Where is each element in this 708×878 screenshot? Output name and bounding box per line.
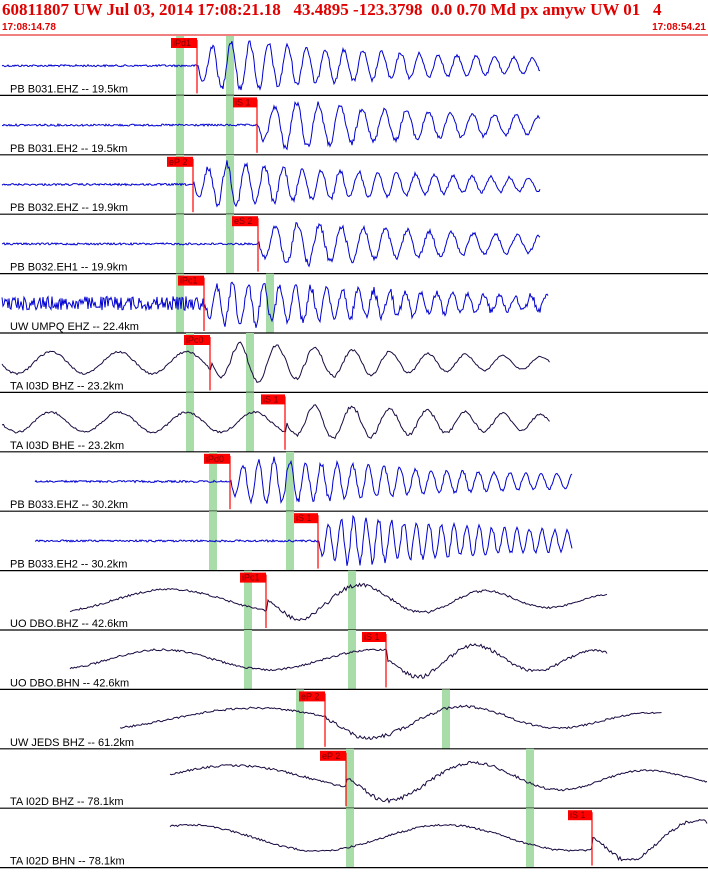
pick-label: iS 1 (263, 394, 279, 404)
trace-label: UW UMPQ EHZ -- 22.4km (10, 321, 139, 333)
pick-box (167, 156, 193, 167)
pick-box (233, 97, 257, 108)
pick-box (294, 513, 318, 524)
waveform (69, 643, 608, 679)
trace-label: UO DBO.BHN -- 42.6km (10, 677, 129, 689)
pick-box (178, 275, 204, 286)
pick-label: eS 2 (234, 216, 253, 226)
phase-marker (226, 154, 234, 215)
trace-label: TA I02D BHZ -- 78.1km (10, 796, 124, 808)
trace-label: PB B033.EHZ -- 30.2km (10, 499, 128, 511)
pick-label: iPd1 (173, 38, 191, 48)
phase-marker (286, 451, 294, 512)
pick-box (232, 216, 258, 227)
waveform (1, 341, 550, 384)
trace-label: TA I02D BHN -- 78.1km (10, 856, 125, 868)
waveform (34, 456, 573, 505)
phase-marker (244, 630, 252, 690)
phase-marker (266, 273, 274, 333)
trace-label: UO DBO.BHZ -- 42.6km (10, 618, 128, 630)
pick-box (184, 335, 210, 345)
pick-label: iS 1 (570, 810, 586, 820)
phase-marker (296, 689, 304, 749)
pick-label: iPc1 (180, 276, 198, 286)
waveform (34, 514, 573, 566)
pick-box (171, 38, 197, 48)
pick-box (240, 572, 266, 583)
phase-marker (442, 689, 450, 749)
waveform (169, 819, 708, 862)
trace-label: UW JEDS BHZ -- 61.2km (10, 737, 134, 749)
phase-marker (246, 392, 254, 452)
trace-label: TA I03D BHE -- 23.2km (10, 440, 124, 452)
pick-label: iS 1 (296, 513, 312, 523)
phase-marker (244, 570, 252, 630)
phase-marker (348, 630, 356, 690)
trace-label: PB B031.EH2 -- 19.5km (10, 143, 127, 155)
pick-box (204, 453, 230, 464)
waveform (1, 281, 549, 328)
phase-marker (186, 333, 194, 393)
phase-marker (348, 570, 356, 630)
pick-label: iS 1 (364, 632, 380, 642)
waveform (119, 704, 662, 740)
trace-label: TA I03D BHZ -- 23.2km (10, 380, 124, 392)
header: 60811807 UW Jul 03, 2014 17:08:21.18 43.… (0, 0, 708, 36)
waveform (1, 222, 541, 268)
event-title: 60811807 UW Jul 03, 2014 17:08:21.18 43.… (2, 0, 662, 19)
trace-label: PB B031.EHZ -- 19.5km (10, 83, 128, 95)
pick-label: eP 2 (169, 157, 187, 167)
phase-marker (246, 333, 254, 393)
waveform (69, 582, 608, 621)
phase-marker (176, 214, 184, 274)
phase-marker (526, 748, 534, 809)
phase-marker (346, 808, 354, 868)
pick-label: eP 2 (322, 751, 340, 761)
waveform (169, 760, 708, 804)
trace-label: PB B032.EH1 -- 19.9km (10, 262, 127, 274)
end-time: 17:08:54.21 (652, 22, 706, 33)
start-time: 17:08:14.78 (2, 22, 56, 33)
pick-box (299, 691, 325, 702)
pick-box (320, 750, 346, 761)
pick-label: eP 2 (301, 691, 319, 701)
phase-marker (176, 95, 184, 155)
phase-marker (226, 36, 234, 96)
pick-label: iPc0 (186, 335, 204, 345)
trace-label: PB B033.EH2 -- 30.2km (10, 559, 127, 571)
pick-box (261, 394, 285, 405)
trace-label: PB B032.EHZ -- 19.9km (10, 202, 128, 214)
waveform (1, 100, 541, 151)
pick-label: iPd0 (206, 454, 224, 464)
pick-box (568, 810, 592, 821)
pick-label: iPc1 (242, 573, 260, 583)
pick-label: iS 1 (235, 97, 251, 107)
waveform (1, 160, 541, 208)
phase-marker (526, 808, 534, 868)
waveform (1, 40, 541, 91)
pick-box (362, 632, 386, 642)
waveform (1, 404, 550, 440)
phase-marker (186, 392, 194, 452)
